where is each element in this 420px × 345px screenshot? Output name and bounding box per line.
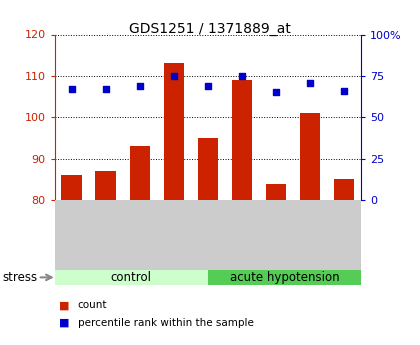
Point — [171, 73, 177, 79]
Point — [68, 86, 75, 92]
Text: stress: stress — [2, 271, 37, 284]
Bar — [129, 146, 150, 200]
Bar — [95, 171, 116, 200]
Text: acute hypotension: acute hypotension — [230, 271, 339, 284]
Text: ■: ■ — [59, 300, 69, 310]
Point — [273, 90, 279, 95]
Text: percentile rank within the sample: percentile rank within the sample — [78, 318, 254, 327]
Text: ■: ■ — [59, 318, 69, 327]
Point — [341, 88, 347, 93]
Bar — [300, 113, 320, 200]
Text: GDS1251 / 1371889_at: GDS1251 / 1371889_at — [129, 22, 291, 37]
Bar — [61, 175, 82, 200]
Text: count: count — [78, 300, 107, 310]
Point — [136, 83, 143, 89]
Point — [307, 80, 313, 85]
Text: control: control — [111, 271, 152, 284]
Bar — [266, 184, 286, 200]
Bar — [164, 63, 184, 200]
Point — [205, 83, 211, 89]
Point — [102, 86, 109, 92]
Point — [239, 73, 245, 79]
Bar — [198, 138, 218, 200]
Bar — [232, 80, 252, 200]
Bar — [334, 179, 354, 200]
